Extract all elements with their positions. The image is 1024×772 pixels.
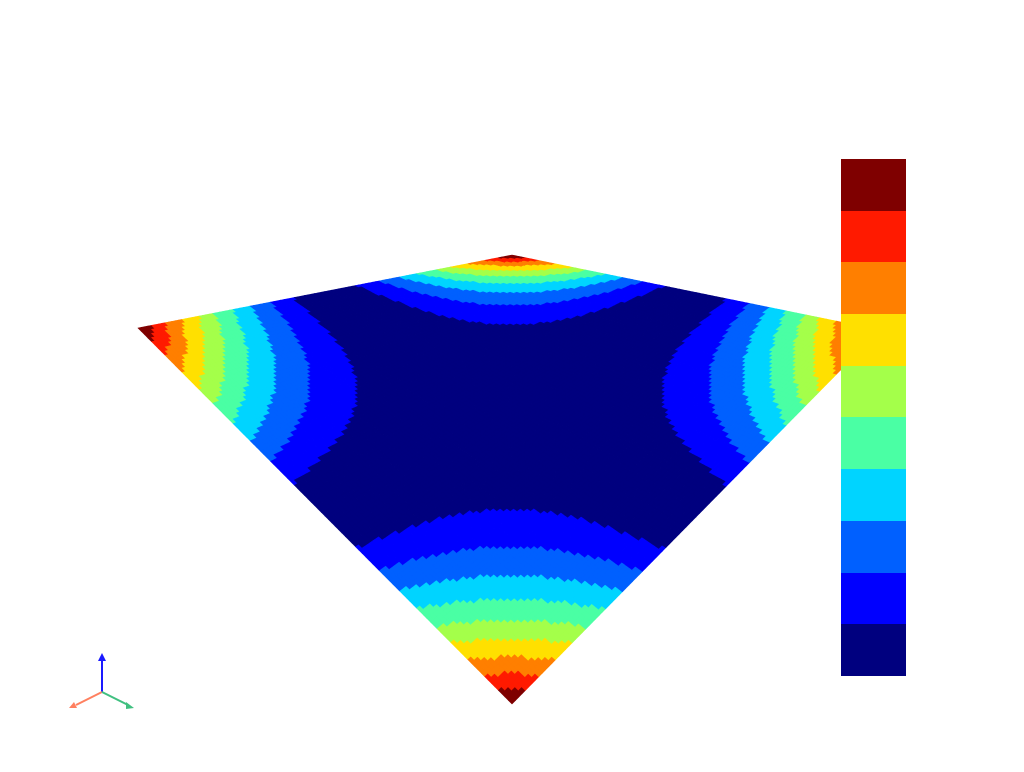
color-legend-bar (841, 159, 906, 676)
contour-cells (138, 255, 880, 704)
x-axis-arrowhead (69, 702, 77, 708)
y-axis-line (102, 692, 128, 705)
y-axis-arrowhead (126, 702, 134, 709)
color-legend-band (841, 573, 906, 625)
color-legend-band (841, 314, 906, 366)
axes-triad-icon (60, 645, 150, 720)
x-axis-line (76, 692, 102, 705)
color-legend-band (841, 262, 906, 314)
color-legend-band (841, 159, 906, 211)
z-axis-arrowhead (98, 653, 106, 661)
color-legend-band (841, 417, 906, 469)
color-legend-band (841, 211, 906, 263)
color-legend-band (841, 366, 906, 418)
color-legend-band (841, 521, 906, 573)
color-legend-band (841, 469, 906, 521)
color-legend-band (841, 624, 906, 676)
